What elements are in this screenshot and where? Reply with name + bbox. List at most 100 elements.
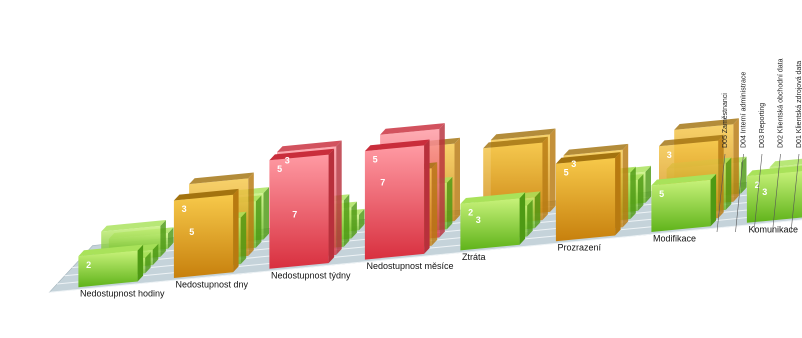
bar-front-face bbox=[78, 250, 138, 288]
bar-side-face bbox=[263, 187, 269, 240]
category-label: Prozrazení bbox=[558, 243, 602, 253]
bar-top-face bbox=[674, 118, 739, 130]
bar-side-face bbox=[351, 201, 357, 239]
bar-side-face bbox=[137, 244, 144, 282]
series-label: D05 Zaměstnanci bbox=[722, 93, 729, 148]
category-label: Nedostupnost dny bbox=[176, 280, 249, 290]
bar-top-face bbox=[101, 220, 166, 232]
bar-front-face bbox=[555, 158, 616, 242]
bar-side-face bbox=[248, 172, 254, 256]
bar-side-face bbox=[145, 251, 151, 274]
bar-side-face bbox=[152, 243, 159, 266]
bar-side-face bbox=[168, 227, 174, 249]
bar bbox=[555, 152, 621, 242]
series-leader-line bbox=[772, 153, 781, 233]
bar-front-face bbox=[269, 154, 329, 269]
bar-side-face bbox=[630, 166, 636, 220]
value-label: 3 bbox=[285, 156, 290, 166]
value-label: 7 bbox=[380, 178, 385, 188]
value-label: 5 bbox=[277, 164, 282, 174]
series-label: D03 Reporting bbox=[759, 103, 766, 148]
bar-side-face bbox=[328, 148, 335, 264]
category-label: Ztráta bbox=[462, 252, 486, 262]
bar-side-face bbox=[439, 123, 445, 238]
bar bbox=[651, 173, 717, 232]
bar-side-face bbox=[645, 165, 651, 203]
bar-top-face bbox=[173, 188, 239, 201]
value-label: 5 bbox=[564, 167, 569, 177]
category-label: Nedostupnost měsíce bbox=[367, 261, 454, 271]
bar-top-face bbox=[555, 152, 621, 164]
bar-top-face bbox=[277, 140, 342, 153]
bar-side-face bbox=[519, 192, 526, 245]
floor-gridline bbox=[49, 219, 802, 293]
series-leader-line bbox=[753, 153, 763, 233]
value-label: 2 bbox=[755, 180, 760, 190]
bar bbox=[78, 244, 144, 288]
bar-side-face bbox=[725, 157, 732, 210]
bar-side-face bbox=[424, 139, 430, 254]
value-label: 7 bbox=[292, 210, 297, 220]
bar-front-face bbox=[746, 170, 802, 223]
category-labels: Nedostupnost hodiny Nedostupnost dny Nedos… bbox=[80, 224, 798, 298]
bar-side-face bbox=[741, 156, 747, 194]
bar bbox=[746, 165, 802, 223]
series-leader-line bbox=[790, 153, 800, 233]
value-label: 3 bbox=[571, 159, 576, 169]
value-label: 2 bbox=[86, 260, 91, 270]
bar-side-face bbox=[550, 128, 556, 212]
bar-side-face bbox=[359, 208, 365, 231]
bar-top-face bbox=[483, 136, 548, 149]
value-label: 5 bbox=[659, 189, 664, 199]
bar-top-face bbox=[189, 172, 254, 185]
value-label: 3 bbox=[762, 187, 767, 197]
bar-side-face bbox=[336, 140, 342, 255]
bar-top-face bbox=[746, 165, 802, 177]
series-label: D01 Klientská zdrojová data bbox=[796, 61, 802, 148]
category-label: Nedostupnost týdny bbox=[271, 270, 351, 280]
bar-side-face bbox=[718, 134, 724, 219]
bar-side-face bbox=[343, 194, 350, 247]
bar-side-face bbox=[431, 162, 438, 246]
value-label: 5 bbox=[373, 155, 378, 165]
bar-top-face bbox=[651, 173, 717, 186]
bar-side-face bbox=[240, 211, 247, 265]
bar bbox=[364, 139, 430, 260]
series-labels: D05 Zaměstnanci D04 Interní administrace D… bbox=[722, 58, 802, 148]
bar-top-face bbox=[78, 244, 144, 257]
bar-side-face bbox=[637, 174, 644, 211]
bar-top-face bbox=[380, 123, 445, 135]
bar-side-face bbox=[233, 188, 239, 273]
series-label: D04 Interní administrace bbox=[741, 72, 748, 148]
series-label: D02 Klientská obchodní data bbox=[778, 58, 785, 148]
bar-side-face bbox=[527, 199, 533, 237]
series-leader-lines bbox=[716, 153, 800, 233]
value-label: 3 bbox=[476, 215, 481, 225]
bar-top-face bbox=[769, 158, 802, 168]
bar-top-face bbox=[269, 148, 335, 161]
bar-side-face bbox=[534, 191, 541, 229]
series-leader-line bbox=[716, 153, 726, 233]
bar-top-face bbox=[563, 143, 629, 156]
bar-top-face bbox=[364, 139, 430, 152]
series-leader-line bbox=[735, 153, 744, 233]
bar-front-face bbox=[173, 194, 234, 278]
value-label: 2 bbox=[468, 208, 473, 218]
bar-side-face bbox=[160, 220, 166, 257]
bar-top-face bbox=[659, 134, 724, 147]
bar-side-face bbox=[542, 136, 548, 221]
bar-side-face bbox=[255, 195, 262, 248]
bar-top-face bbox=[460, 192, 526, 204]
category-label: Modifikace bbox=[653, 234, 696, 244]
bar bbox=[460, 192, 526, 251]
bar-top-face bbox=[490, 128, 556, 141]
bar-side-face bbox=[733, 118, 739, 202]
bar-side-face bbox=[446, 176, 453, 230]
value-label: 5 bbox=[189, 227, 194, 237]
bar bbox=[269, 148, 335, 269]
value-label: 3 bbox=[667, 150, 672, 160]
bar-front-face bbox=[364, 145, 425, 260]
bar-front-face bbox=[651, 179, 711, 232]
